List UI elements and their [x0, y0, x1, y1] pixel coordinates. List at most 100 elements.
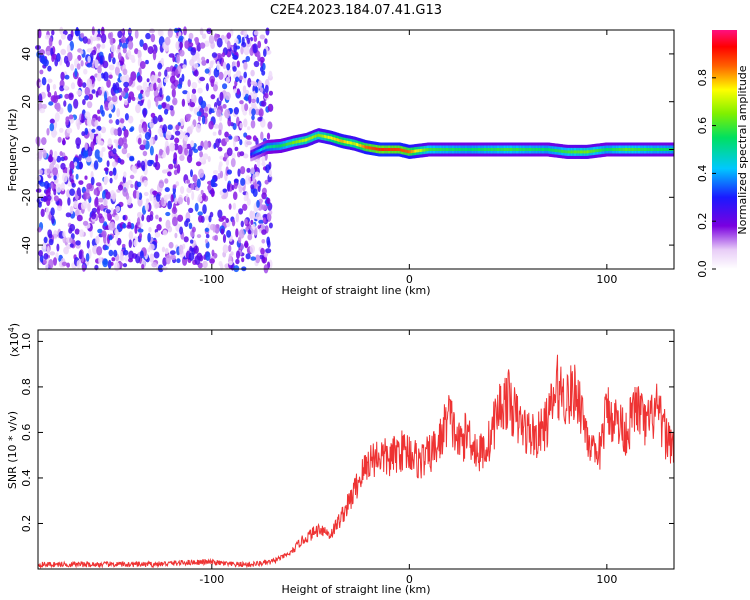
ridge-core [602, 148, 605, 152]
noise-speckle [55, 183, 62, 193]
noise-speckle [198, 215, 203, 223]
noise-speckle [78, 161, 83, 170]
noise-speckle [170, 254, 177, 260]
ridge-core [335, 138, 338, 141]
noise-speckle [35, 188, 42, 193]
noise-speckle [239, 100, 244, 105]
noise-speckle [246, 141, 252, 146]
noise-speckle [155, 97, 159, 107]
ridge-core [544, 148, 547, 151]
ridge-core [599, 148, 603, 152]
noise-speckle [197, 145, 203, 151]
noise-speckle [196, 234, 202, 239]
noise-speckle [82, 82, 87, 88]
ridge-core [351, 141, 354, 145]
noise-speckle [145, 59, 149, 65]
noise-speckle [62, 230, 66, 238]
colorbar-tick-label: 0.8 [696, 69, 709, 87]
noise-speckle [183, 236, 189, 243]
ridge-core [507, 148, 510, 151]
noise-speckle [112, 167, 117, 176]
ridge-core [598, 148, 601, 152]
ridge-core [550, 148, 553, 152]
noise-speckle [123, 142, 128, 149]
noise-speckle [164, 108, 169, 115]
noise-speckle [190, 124, 195, 130]
ridge-core [435, 148, 438, 151]
ridge-core [269, 145, 272, 149]
noise-speckle [201, 33, 207, 39]
noise-speckle [101, 230, 107, 238]
noise-speckle [84, 127, 89, 136]
y-tick-label: 40 [20, 47, 33, 61]
noise-speckle [210, 178, 216, 188]
ridge-core [539, 148, 542, 151]
noise-speckle [82, 99, 86, 106]
noise-speckle [172, 216, 178, 227]
ridge-core [275, 144, 278, 148]
noise-speckle [153, 82, 157, 91]
ridge-core [320, 134, 323, 138]
ridge-core [646, 148, 649, 151]
noise-speckle [239, 151, 245, 157]
noise-speckle [252, 173, 256, 183]
noise-speckle [143, 179, 148, 187]
noise-speckle [257, 40, 262, 49]
noise-speckle [69, 205, 74, 215]
noise-speckle [206, 28, 211, 33]
ridge-core [499, 148, 502, 151]
noise-speckle [154, 134, 158, 141]
noise-speckle [222, 244, 229, 254]
noise-speckle [219, 170, 224, 179]
noise-speckle [245, 55, 251, 62]
ridge-core [290, 141, 293, 145]
noise-speckle [181, 73, 185, 82]
ridge-core [416, 149, 419, 153]
noise-speckle [57, 136, 62, 143]
noise-speckle [174, 232, 178, 239]
noise-speckle [107, 138, 113, 148]
noise-speckle [167, 171, 172, 177]
ridge-core [458, 148, 462, 151]
noise-speckle [204, 106, 209, 112]
ridge-core [520, 148, 523, 151]
noise-speckle [155, 153, 159, 163]
ridge-core [615, 148, 618, 151]
noise-speckle [219, 91, 224, 102]
noise-speckle [184, 40, 190, 49]
noise-speckle [122, 263, 128, 268]
noise-speckle [83, 147, 89, 158]
noise-speckle [207, 103, 211, 109]
ridge-core [412, 149, 415, 153]
noise-speckle [124, 255, 130, 262]
noise-speckle [141, 264, 145, 269]
ridge-core [268, 145, 271, 149]
ridge-core [345, 140, 348, 144]
noise-speckle [137, 137, 142, 145]
noise-speckle [95, 135, 102, 145]
noise-speckle [164, 248, 169, 255]
noise-speckle [147, 232, 151, 243]
ridge-core [425, 148, 428, 152]
ridge-core [380, 148, 383, 151]
noise-speckle [222, 61, 227, 70]
noise-speckle [156, 224, 162, 231]
noise-speckle [217, 146, 223, 152]
ridge-core [471, 148, 475, 151]
noise-speckle [226, 230, 232, 238]
noise-speckle [169, 105, 174, 111]
noise-speckle [137, 228, 144, 233]
noise-speckle [244, 103, 249, 111]
noise-speckle [202, 260, 208, 269]
noise-speckle [171, 88, 176, 98]
ridge-core [532, 148, 535, 151]
noise-speckle [103, 71, 109, 82]
noise-speckle [261, 239, 266, 244]
ridge-core [421, 148, 424, 152]
noise-speckle [218, 71, 224, 80]
noise-speckle [251, 108, 256, 116]
ridge-core [624, 148, 627, 151]
noise-speckle [53, 188, 57, 196]
noise-speckle [179, 41, 184, 49]
ridge-core [515, 148, 518, 151]
